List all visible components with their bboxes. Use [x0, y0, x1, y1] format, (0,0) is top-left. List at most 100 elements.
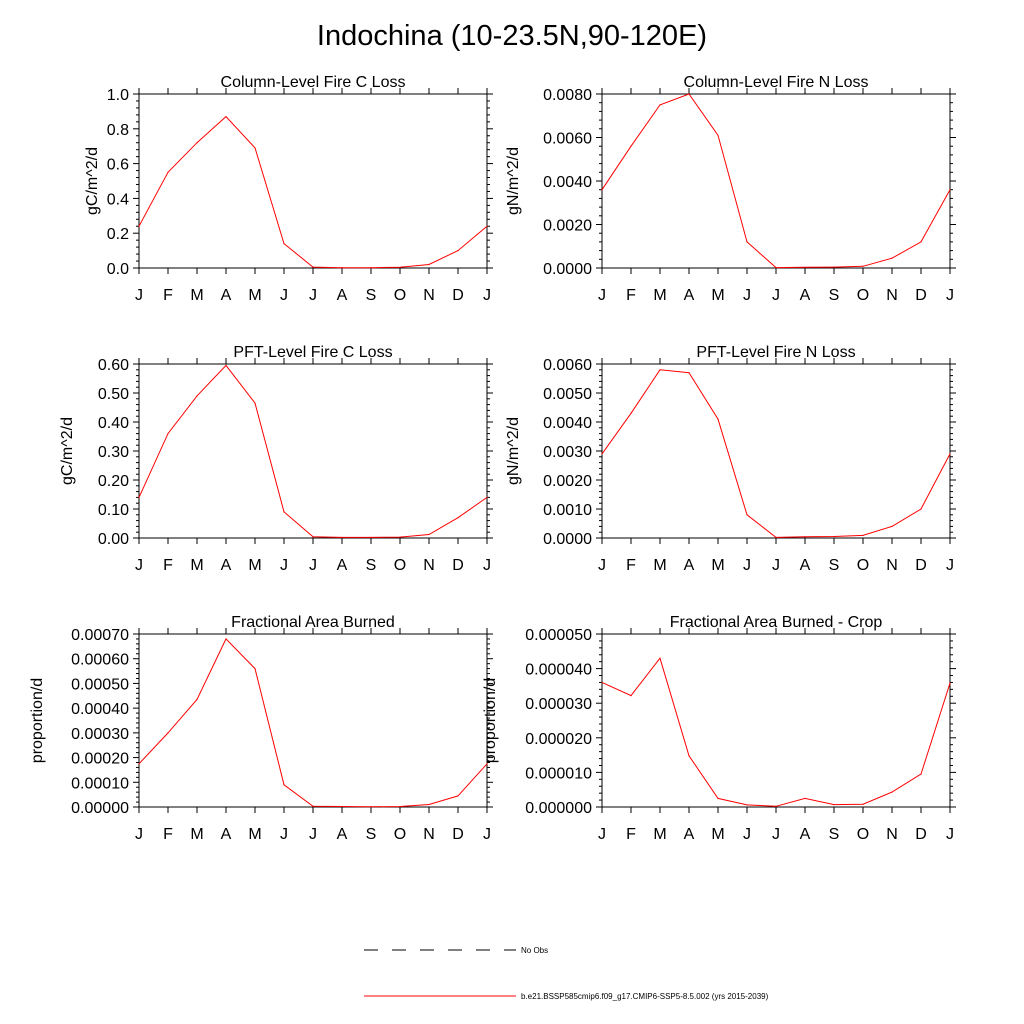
- x-tick-label: J: [309, 557, 317, 574]
- panel-title: Fractional Area Burned: [231, 614, 395, 631]
- data-point: [457, 795, 459, 797]
- y-tick-label: 0.0040: [543, 415, 592, 432]
- data-point: [775, 536, 777, 539]
- y-axis-label: gN/m^2/d: [505, 147, 522, 215]
- plot-frame: [601, 633, 951, 808]
- y-tick-label: 0.00070: [71, 627, 129, 644]
- data-point: [196, 698, 198, 701]
- y-tick-label: 0.0000: [543, 261, 592, 278]
- x-tick-label: F: [163, 826, 173, 843]
- data-point: [399, 536, 401, 538]
- x-tick-label: F: [163, 557, 173, 574]
- chart-panel-3: PFT-Level Fire C Loss gC/m^2/d 0.00 0.10 0.2…: [59, 344, 493, 574]
- data-point: [254, 668, 256, 670]
- x-tick-label: J: [598, 287, 606, 304]
- data-point: [717, 418, 719, 420]
- data-point: [370, 536, 372, 539]
- data-point: [312, 536, 314, 538]
- data-point: [283, 511, 285, 513]
- data-point: [688, 93, 690, 95]
- y-tick-label: 0.4: [107, 191, 129, 208]
- y-tick-label: 0.000040: [525, 662, 592, 679]
- x-tick-label: S: [366, 826, 377, 843]
- x-tick-label: O: [394, 826, 406, 843]
- x-tick-label: A: [800, 287, 811, 304]
- data-point: [167, 171, 169, 173]
- data-point: [138, 496, 140, 498]
- x-tick-label: D: [452, 826, 464, 843]
- page-title: Indochina (10-23.5N,90-120E): [316, 20, 708, 52]
- data-point: [225, 116, 227, 118]
- data-point: [804, 266, 806, 268]
- x-tick-label: O: [857, 826, 869, 843]
- y-tick-label: 0.00: [98, 531, 129, 548]
- data-point: [717, 797, 719, 799]
- y-tick-label: 0.0050: [543, 386, 592, 403]
- x-tick-label: F: [626, 557, 636, 574]
- data-point: [196, 142, 198, 144]
- data-point: [457, 250, 459, 252]
- y-tick-label: 0.0080: [543, 87, 592, 104]
- data-point: [630, 694, 632, 697]
- plot-frame: [138, 363, 488, 539]
- data-point: [775, 266, 777, 269]
- y-tick-label: 0.50: [98, 386, 129, 403]
- y-tick-label: 0.30: [98, 444, 129, 461]
- x-tick-label: M: [653, 826, 666, 843]
- x-tick-label: N: [886, 287, 898, 304]
- legend-label: b.e21.BSSP585cmip6.f09_g17.CMIP6-SSP5-8.…: [521, 992, 769, 1001]
- y-tick-label: 0.0: [107, 261, 129, 278]
- y-tick-label: 0.00000: [71, 800, 129, 817]
- x-tick-label: M: [653, 287, 666, 304]
- data-point: [891, 791, 893, 793]
- x-tick-label: D: [452, 287, 464, 304]
- x-tick-label: S: [829, 287, 840, 304]
- data-point: [312, 266, 314, 268]
- y-tick-label: 0.20: [98, 473, 129, 490]
- data-point: [862, 534, 864, 536]
- data-point: [630, 145, 632, 147]
- legend-label: No Obs: [521, 946, 548, 955]
- data-point: [746, 804, 748, 806]
- x-tick-label: O: [857, 287, 869, 304]
- data-point: [688, 755, 690, 757]
- x-tick-label: S: [366, 557, 377, 574]
- x-tick-label: J: [309, 287, 317, 304]
- x-tick-label: J: [483, 557, 491, 574]
- data-point: [399, 266, 401, 268]
- y-axis-label: proportion/d: [29, 678, 46, 763]
- series-line: [601, 93, 951, 269]
- x-tick-label: A: [337, 557, 348, 574]
- data-point: [833, 803, 835, 806]
- y-tick-label: 0.0040: [543, 174, 592, 191]
- x-tick-label: A: [337, 826, 348, 843]
- y-tick-label: 0.10: [98, 502, 129, 519]
- data-point: [167, 732, 169, 734]
- y-tick-label: 0.8: [107, 122, 129, 139]
- y-tick-label: 0.00020: [71, 751, 129, 768]
- y-tick-label: 0.000030: [525, 696, 592, 713]
- x-tick-label: A: [800, 826, 811, 843]
- y-tick-label: 1.0: [107, 87, 129, 104]
- plot-frame: [601, 93, 951, 269]
- x-tick-label: J: [280, 826, 288, 843]
- x-tick-label: J: [598, 826, 606, 843]
- x-tick-label: J: [280, 287, 288, 304]
- data-point: [254, 402, 256, 404]
- data-point: [659, 657, 661, 659]
- x-tick-label: M: [190, 557, 203, 574]
- y-tick-label: 0.0010: [543, 502, 592, 519]
- data-point: [804, 536, 806, 538]
- y-axis-label: gN/m^2/d: [505, 417, 522, 485]
- y-tick-label: 0.00060: [71, 652, 129, 669]
- plot-frame: [138, 93, 488, 269]
- x-tick-label: A: [684, 826, 695, 843]
- plot-frame: [601, 363, 951, 539]
- y-tick-label: 0.0060: [543, 357, 592, 374]
- x-tick-label: J: [743, 557, 751, 574]
- y-tick-label: 0.0030: [543, 444, 592, 461]
- x-tick-label: D: [915, 557, 927, 574]
- data-point: [225, 364, 227, 367]
- x-tick-label: O: [857, 557, 869, 574]
- x-tick-label: J: [946, 557, 954, 574]
